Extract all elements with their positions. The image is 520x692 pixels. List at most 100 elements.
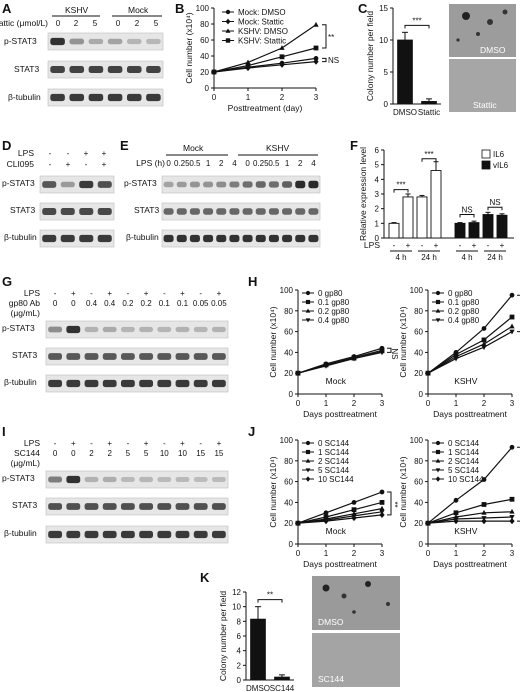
blot-band <box>268 208 279 215</box>
x-axis-label: Days posttreatment <box>303 559 377 569</box>
lps-sign: - <box>90 289 93 298</box>
blot-band <box>282 181 293 188</box>
data-point <box>279 45 285 50</box>
legend-label: 2 SC144 <box>318 457 350 466</box>
data-point <box>379 505 385 511</box>
data-point <box>245 64 251 72</box>
blot-band <box>211 476 226 483</box>
treat-label: CLI095 <box>7 159 35 169</box>
blot-band <box>97 234 112 243</box>
time-tick: 1 <box>285 159 290 168</box>
subplot-label: Mock <box>326 526 347 536</box>
y-tick-label: 20 <box>414 519 423 528</box>
bar <box>468 222 480 239</box>
y-tick-label: 80 <box>414 457 423 466</box>
dose-value: 5 <box>144 449 149 458</box>
panel-letter-a: A <box>2 1 12 16</box>
blot-band <box>189 181 200 188</box>
panel-letter-j: J <box>248 424 255 439</box>
treat-label: (μg/mL) <box>11 458 41 468</box>
y-tick-label: 20 <box>414 369 423 378</box>
x-axis-label: Days posttreatment <box>303 409 377 419</box>
y-tick-label: 100 <box>410 286 424 295</box>
colony-dot <box>502 9 508 15</box>
blot-band <box>146 38 161 45</box>
x-tick-label: 0 <box>426 549 431 558</box>
x-tick-label: Stattic <box>418 108 440 117</box>
data-point <box>435 290 441 296</box>
significance-label: ** <box>390 501 399 507</box>
blot-band <box>79 234 94 243</box>
significance-label: *** <box>412 16 421 25</box>
blot-band <box>48 503 63 510</box>
data-point <box>481 341 487 346</box>
blot-band <box>102 503 117 510</box>
blot-band <box>84 476 99 483</box>
series-line <box>213 47 317 73</box>
blot-band <box>175 530 190 539</box>
blot-band <box>255 181 266 188</box>
blot-band <box>175 326 190 333</box>
blot-band <box>42 181 57 188</box>
y-tick-label: 6 <box>237 632 242 641</box>
blot-strip <box>45 497 229 516</box>
time-tick: 0.5 <box>189 159 201 168</box>
blot-band <box>308 208 319 215</box>
x-tick-label: 0 <box>426 399 431 408</box>
colony-image-dmso-k: DMSO SC144 <box>312 576 400 687</box>
blot-row-label: β-tubulin <box>4 528 37 538</box>
blot-band <box>50 37 65 46</box>
blot-band <box>229 181 240 188</box>
series-line <box>297 514 383 524</box>
dose-tick: 5 <box>154 19 159 28</box>
time-tick: 0.25 <box>253 159 269 168</box>
data-point <box>481 326 487 331</box>
data-point <box>453 510 459 516</box>
blot-band <box>157 503 172 510</box>
x-tick-label: 2 <box>352 549 357 558</box>
y-tick-label: 40 <box>284 498 293 507</box>
blot-band <box>139 379 154 388</box>
y-tick-label: 0 <box>289 540 294 549</box>
bar <box>402 196 414 239</box>
data-point <box>435 299 441 305</box>
blot-band <box>48 353 63 360</box>
data-point <box>509 444 515 450</box>
y-tick-label: 40 <box>284 348 293 357</box>
blot-band <box>282 234 293 243</box>
blot-band <box>107 93 123 102</box>
y-tick-label: 10 <box>232 603 241 612</box>
blot-strip <box>161 229 321 248</box>
blot-strip <box>161 202 321 221</box>
blot-row-label: p-STAT3 <box>2 473 35 483</box>
lps-sign: - <box>163 289 166 298</box>
colony-dot <box>341 593 347 599</box>
y-tick-label: 80 <box>414 307 423 316</box>
lps-sign: + <box>71 289 76 298</box>
data-point <box>481 337 487 343</box>
dose-value: 15 <box>214 449 223 458</box>
panel-d: D LPS CLI095 - - + + - + - + p-STAT3 STA… <box>2 138 115 248</box>
bar-chart-c: 0 5 10 15 Colony number per field DMSO Stattic… <box>365 4 441 117</box>
blot-image-d <box>39 175 115 248</box>
blot-band <box>163 234 174 243</box>
y-tick-label: 20 <box>284 519 293 528</box>
group-label-mock: Mock <box>128 5 149 15</box>
y-tick-label: 60 <box>414 478 423 487</box>
lps-sign: - <box>199 439 202 448</box>
panel-g: G LPS gp80 Ab (μg/mL) - + - + - + - + - +0 0 0.4 0.4… <box>2 274 229 393</box>
dose-tick: 0 <box>56 19 61 28</box>
group-label: 24 h <box>421 253 437 262</box>
time-tick: 0.25 <box>174 159 190 168</box>
blot-band <box>242 234 253 243</box>
blot-band <box>69 93 85 102</box>
blot-band <box>211 379 226 388</box>
dose-value: 2 <box>107 449 112 458</box>
panel-letter-g: G <box>2 274 12 289</box>
dose-value: 0 <box>71 299 76 308</box>
blot-band <box>69 38 85 45</box>
data-point <box>453 518 459 525</box>
dose-tick: 0 <box>116 19 121 28</box>
blot-band <box>66 353 81 360</box>
significance-bracket <box>517 294 520 333</box>
